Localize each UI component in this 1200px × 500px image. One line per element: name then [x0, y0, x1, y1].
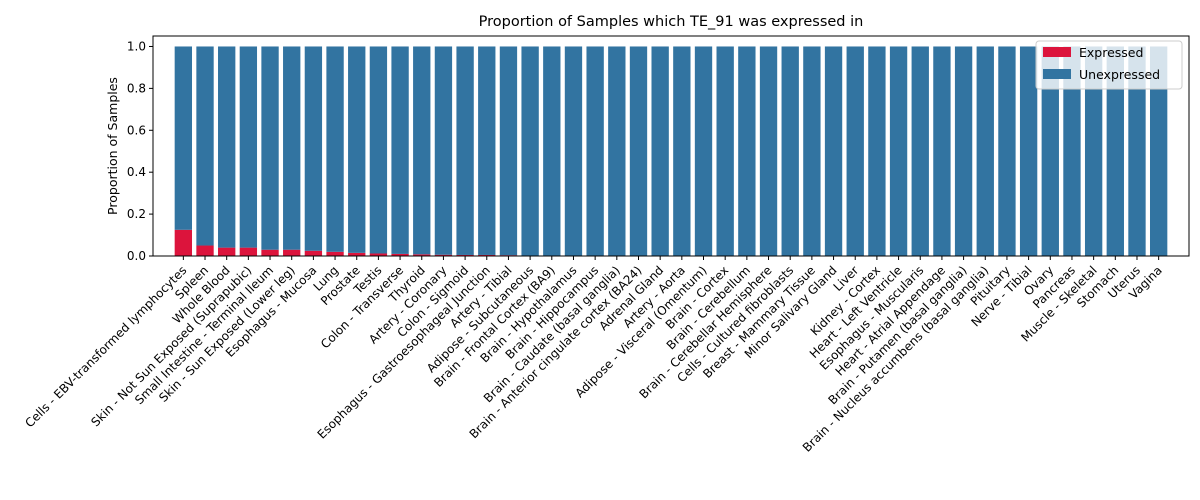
bar-expressed — [261, 249, 279, 256]
bar-expressed — [369, 253, 388, 256]
y-tick-label: 1.0 — [127, 39, 146, 53]
bar-unexpressed — [218, 46, 236, 248]
bar-unexpressed — [738, 46, 756, 257]
bar-unexpressed — [521, 46, 539, 257]
bar-expressed — [196, 245, 214, 256]
bar-expressed — [434, 254, 453, 256]
bar-unexpressed — [608, 46, 626, 257]
bar-unexpressed — [1041, 46, 1059, 257]
bar-unexpressed — [348, 46, 366, 253]
bar-unexpressed — [673, 46, 691, 257]
plot-frame — [152, 35, 1190, 257]
y-tick-label: 0.0 — [127, 249, 146, 263]
bars-layer — [174, 46, 1168, 257]
bar-expressed — [391, 253, 409, 256]
bar-unexpressed — [868, 46, 886, 257]
bar-unexpressed — [434, 46, 453, 255]
bar-unexpressed — [781, 46, 799, 257]
bar-unexpressed — [954, 46, 973, 257]
bar-unexpressed — [998, 46, 1016, 257]
y-tick-label: 0.2 — [127, 207, 146, 221]
bar-unexpressed — [651, 46, 669, 257]
bar-unexpressed — [846, 46, 864, 257]
bar-unexpressed — [889, 46, 908, 257]
bar-expressed — [326, 251, 344, 256]
bar-unexpressed — [976, 46, 994, 257]
bar-unexpressed — [304, 46, 323, 251]
bar-unexpressed — [499, 46, 518, 256]
bar-expressed — [348, 252, 366, 256]
bar-unexpressed — [911, 46, 929, 257]
bar-expressed — [456, 254, 474, 256]
bar-unexpressed — [1084, 46, 1103, 257]
bar-unexpressed — [1149, 46, 1168, 257]
legend-box — [1035, 40, 1183, 90]
bar-unexpressed — [369, 46, 388, 254]
bar-expressed — [174, 229, 193, 256]
bar-unexpressed — [1106, 46, 1124, 257]
bar-unexpressed — [478, 46, 496, 255]
bar-expressed — [413, 254, 431, 256]
bar-unexpressed — [174, 46, 193, 230]
y-tick-label: 0.4 — [127, 165, 146, 179]
bar-unexpressed — [824, 46, 843, 257]
legend: Expressed Unexpressed — [1035, 40, 1183, 90]
bar-unexpressed — [759, 46, 778, 257]
bar-unexpressed — [716, 46, 734, 257]
bar-unexpressed — [694, 46, 713, 257]
bar-unexpressed — [456, 46, 474, 255]
bar-unexpressed — [933, 46, 951, 257]
bar-unexpressed — [239, 46, 258, 248]
bar-unexpressed — [283, 46, 301, 250]
y-tick-label: 0.8 — [127, 81, 146, 95]
legend-swatch-expressed — [1043, 47, 1071, 57]
chart-title: Proportion of Samples which TE_91 was ex… — [479, 14, 864, 30]
bar-unexpressed — [629, 46, 648, 257]
bar-unexpressed — [1128, 46, 1146, 257]
bar-expressed — [304, 250, 323, 256]
y-axis: 0.0 0.2 0.4 0.6 0.8 1.0 — [127, 39, 153, 263]
bar-expressed — [239, 247, 258, 256]
bar-unexpressed — [803, 46, 821, 257]
bar-unexpressed — [1063, 46, 1081, 257]
bar-unexpressed — [564, 46, 583, 257]
bar-unexpressed — [196, 46, 214, 246]
bar-unexpressed — [261, 46, 279, 250]
legend-label-unexpressed: Unexpressed — [1079, 67, 1160, 82]
bar-unexpressed — [326, 46, 344, 252]
bar-expressed — [283, 249, 301, 256]
bar-unexpressed — [413, 46, 431, 255]
bar-unexpressed — [391, 46, 409, 254]
y-tick-label: 0.6 — [127, 123, 146, 137]
bar-expressed — [478, 254, 496, 256]
bar-unexpressed — [586, 46, 604, 257]
legend-swatch-unexpressed — [1043, 69, 1071, 79]
bar-expressed — [218, 247, 236, 256]
y-axis-title: Proportion of Samples — [105, 77, 120, 215]
legend-label-expressed: Expressed — [1079, 45, 1143, 60]
bar-unexpressed — [1019, 46, 1038, 257]
x-axis: Cells - EBV-transformed lymphocytesSplee… — [22, 256, 1165, 455]
bar-unexpressed — [543, 46, 561, 257]
